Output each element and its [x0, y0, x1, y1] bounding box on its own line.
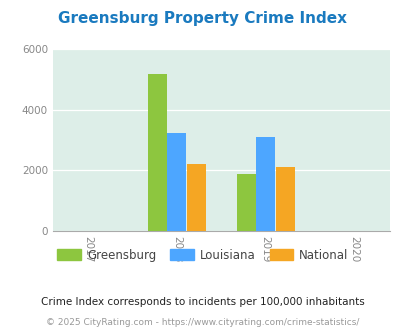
Text: © 2025 CityRating.com - https://www.cityrating.com/crime-statistics/: © 2025 CityRating.com - https://www.city…	[46, 318, 359, 327]
Bar	[256, 137, 275, 231]
Bar	[236, 174, 255, 231]
Legend: Greensburg, Louisiana, National: Greensburg, Louisiana, National	[53, 244, 352, 266]
Bar	[147, 74, 166, 231]
Bar	[275, 167, 294, 231]
Text: Greensburg Property Crime Index: Greensburg Property Crime Index	[58, 11, 347, 26]
Bar	[167, 133, 186, 231]
Bar	[186, 164, 205, 231]
Text: Crime Index corresponds to incidents per 100,000 inhabitants: Crime Index corresponds to incidents per…	[41, 297, 364, 307]
